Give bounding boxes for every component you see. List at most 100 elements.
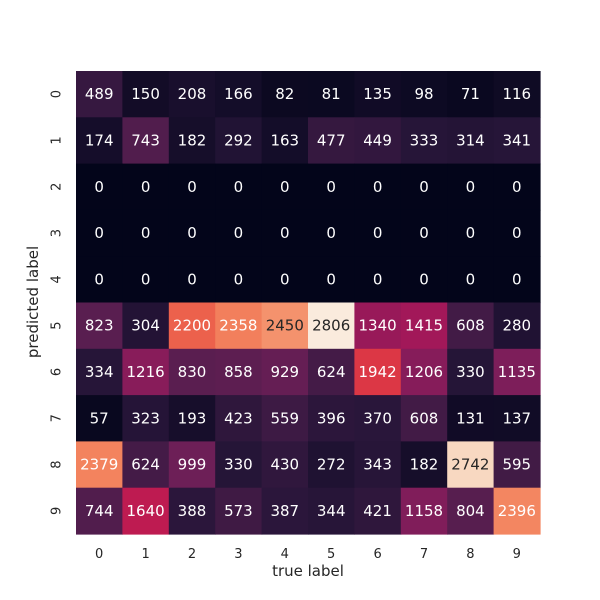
heatmap-cell xyxy=(261,395,309,442)
cell-value-label: 624 xyxy=(131,456,160,474)
heatmap-cell xyxy=(215,256,263,304)
heatmap-cell xyxy=(76,163,123,211)
cell-value-label: 292 xyxy=(224,131,253,149)
heatmap-cell xyxy=(122,209,170,257)
cell-value-label: 0 xyxy=(141,270,151,288)
cell-value-label: 0 xyxy=(280,224,290,242)
cell-value-label: 421 xyxy=(363,502,392,520)
heatmap-cell xyxy=(447,256,495,304)
cell-value-label: 2358 xyxy=(219,317,257,335)
cell-value-label: 2742 xyxy=(451,456,489,474)
heatmap-cell xyxy=(215,71,263,118)
cell-value-label: 0 xyxy=(512,270,522,288)
heatmap-cell xyxy=(493,209,541,257)
cell-value-label: 344 xyxy=(317,502,346,520)
cell-value-label: 304 xyxy=(131,317,160,335)
heatmap-cell xyxy=(308,302,355,350)
cell-value-label: 858 xyxy=(224,363,253,381)
cell-value-label: 396 xyxy=(317,409,346,427)
cell-value-label: 0 xyxy=(280,270,290,288)
y-tick-label: 8 xyxy=(50,460,65,468)
cell-value-label: 323 xyxy=(131,409,160,427)
heatmap-cell xyxy=(122,163,170,211)
x-tick-label: 8 xyxy=(466,547,474,562)
heatmap-cell xyxy=(122,395,170,442)
heatmap-cell xyxy=(400,117,448,165)
cell-value-label: 608 xyxy=(410,409,439,427)
heatmap-cell xyxy=(308,395,355,442)
cell-value-label: 0 xyxy=(326,224,336,242)
cell-value-label: 333 xyxy=(410,131,439,149)
cell-value-label: 163 xyxy=(270,131,299,149)
x-axis-label: true label xyxy=(272,562,344,580)
heatmap-cell xyxy=(308,71,355,118)
cell-value-label: 0 xyxy=(419,270,429,288)
heatmap-cell xyxy=(447,395,495,442)
cell-value-label: 0 xyxy=(187,178,197,196)
heatmap-cell xyxy=(447,71,495,118)
heatmap-cell xyxy=(400,163,448,211)
heatmap-cell xyxy=(122,256,170,304)
cell-value-label: 624 xyxy=(317,363,346,381)
heatmap-cell xyxy=(261,302,309,350)
heatmap-cell xyxy=(308,209,355,257)
heatmap-cell xyxy=(215,302,263,350)
heatmap-cell xyxy=(168,209,216,257)
heatmap-cell xyxy=(400,441,448,489)
heatmap-cell xyxy=(215,441,263,489)
x-tick-label: 5 xyxy=(327,547,335,562)
heatmap-cell xyxy=(447,348,495,396)
heatmap-cell xyxy=(76,256,123,304)
heatmap-cell xyxy=(308,348,355,396)
cell-value-label: 166 xyxy=(224,85,253,103)
heatmap-cell xyxy=(493,302,541,350)
cell-value-label: 1206 xyxy=(405,363,443,381)
x-tick-label: 0 xyxy=(95,547,103,562)
heatmap-cell xyxy=(447,209,495,257)
heatmap-cell xyxy=(168,441,216,489)
cell-value-label: 0 xyxy=(234,224,244,242)
heatmap-cell xyxy=(447,163,495,211)
x-tick-label: 9 xyxy=(513,547,521,562)
heatmap-cell xyxy=(122,71,170,118)
heatmap-cell xyxy=(354,302,402,350)
heatmap-cell xyxy=(76,348,123,396)
heatmap-cell xyxy=(447,302,495,350)
cell-value-label: 573 xyxy=(224,502,253,520)
heatmap-cell xyxy=(261,117,309,165)
cell-value-label: 0 xyxy=(187,224,197,242)
cell-value-label: 82 xyxy=(275,85,294,103)
heatmap-cell xyxy=(493,441,541,489)
cell-value-label: 135 xyxy=(363,85,392,103)
cell-value-label: 830 xyxy=(178,363,207,381)
x-tick-label: 4 xyxy=(281,547,289,562)
cell-value-label: 489 xyxy=(85,85,114,103)
heatmap-cell xyxy=(261,71,309,118)
heatmap-cell xyxy=(447,487,495,535)
heatmap-cell xyxy=(493,395,541,442)
heatmap-cell xyxy=(493,256,541,304)
cell-value-label: 0 xyxy=(187,270,197,288)
x-tick-label: 3 xyxy=(234,547,242,562)
heatmap-cell xyxy=(261,256,309,304)
y-tick-label: 3 xyxy=(50,229,65,237)
cell-value-label: 804 xyxy=(456,502,485,520)
cell-value-label: 2200 xyxy=(173,317,211,335)
cell-value-label: 0 xyxy=(280,178,290,196)
cell-value-label: 0 xyxy=(326,178,336,196)
heatmap-cell xyxy=(354,395,402,442)
x-tick-label: 2 xyxy=(188,547,196,562)
heatmap-cell xyxy=(168,487,216,535)
cell-value-label: 0 xyxy=(94,178,104,196)
heatmap-cell xyxy=(308,163,355,211)
x-tick-label: 7 xyxy=(420,547,428,562)
cell-value-label: 387 xyxy=(270,502,299,520)
heatmap-cell xyxy=(261,163,309,211)
cell-value-label: 370 xyxy=(363,409,392,427)
cell-value-label: 131 xyxy=(456,409,485,427)
cell-value-label: 1340 xyxy=(359,317,397,335)
cell-value-label: 330 xyxy=(456,363,485,381)
x-tick-label: 1 xyxy=(141,547,149,562)
cell-value-label: 1158 xyxy=(405,502,443,520)
y-tick-label: 9 xyxy=(50,507,65,515)
